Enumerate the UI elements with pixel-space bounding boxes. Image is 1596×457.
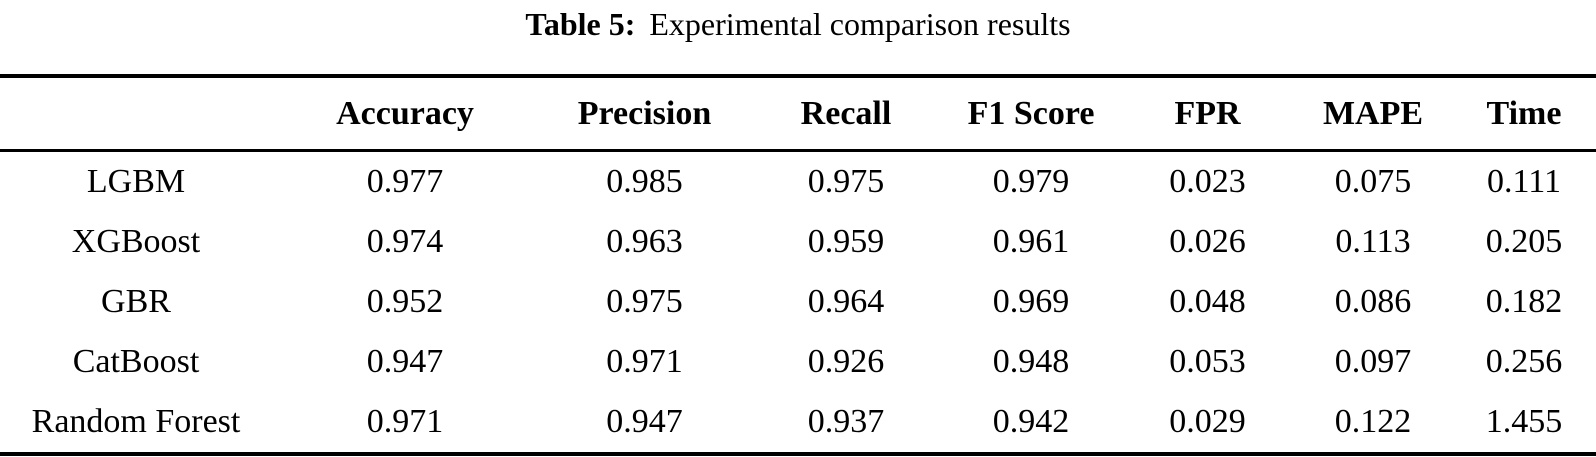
header-cell-recall: Recall: [751, 76, 941, 152]
header-row: Accuracy Precision Recall F1 Score FPR M…: [0, 76, 1596, 152]
value-cell: 0.113: [1335, 223, 1411, 260]
model-name-cell: XGBoost: [71, 223, 201, 260]
value-cell: 0.086: [1334, 283, 1412, 320]
table-row: LGBM 0.977 0.985 0.975 0.979 0.023 0.075…: [0, 151, 1596, 213]
value-cell: 0.205: [1485, 223, 1563, 260]
value-cell: 0.053: [1169, 343, 1246, 380]
table-caption: Table 5: Experimental comparison results: [0, 0, 1596, 74]
value-cell: 0.974: [366, 223, 444, 260]
value-cell: 0.961: [992, 223, 1070, 260]
table-row: GBR 0.952 0.975 0.964 0.969 0.048 0.086 …: [0, 272, 1596, 332]
model-name-cell: CatBoost: [72, 343, 200, 380]
value-cell: 0.029: [1169, 403, 1246, 440]
value-cell: 0.971: [366, 403, 444, 440]
value-cell: 0.075: [1334, 163, 1412, 200]
header-cell-time: Time: [1452, 76, 1596, 152]
header-cell-accuracy: Accuracy: [272, 76, 538, 152]
value-cell: 0.026: [1169, 223, 1246, 260]
value-cell: 0.971: [606, 343, 683, 380]
results-table: Accuracy Precision Recall F1 Score FPR M…: [0, 74, 1596, 456]
value-cell: 0.959: [807, 223, 885, 260]
value-cell: 0.977: [366, 163, 444, 200]
header-cell-f1-score: F1 Score: [941, 76, 1121, 152]
value-cell: 0.048: [1169, 283, 1246, 320]
value-cell: 0.023: [1169, 163, 1246, 200]
value-cell: 0.975: [807, 163, 885, 200]
value-cell: 0.969: [992, 283, 1070, 320]
header-cell-precision: Precision: [538, 76, 751, 152]
model-name-cell: GBR: [101, 283, 171, 320]
value-cell: 0.111: [1487, 163, 1561, 200]
value-cell: 0.952: [366, 283, 444, 320]
value-cell: 0.942: [992, 403, 1070, 440]
value-cell: 0.937: [807, 403, 885, 440]
value-cell: 0.947: [606, 403, 683, 440]
value-cell: 0.963: [606, 223, 683, 260]
model-name-cell: Random Forest: [31, 403, 241, 440]
value-cell: 0.122: [1334, 403, 1412, 440]
model-name-cell: LGBM: [86, 163, 186, 200]
value-cell: 1.455: [1485, 403, 1563, 440]
value-cell: 0.926: [807, 343, 885, 380]
value-cell: 0.979: [992, 163, 1070, 200]
header-cell-fpr: FPR: [1121, 76, 1294, 152]
header-cell-mape: MAPE: [1294, 76, 1452, 152]
table-row: CatBoost 0.947 0.971 0.926 0.948 0.053 0…: [0, 332, 1596, 392]
value-cell: 0.947: [366, 343, 444, 380]
table-caption-label: Table 5:: [525, 6, 636, 42]
header-cell-model-blank: [0, 76, 272, 152]
value-cell: 0.948: [992, 343, 1070, 380]
table-row: XGBoost 0.974 0.963 0.959 0.961 0.026 0.…: [0, 212, 1596, 272]
value-cell: 0.975: [606, 283, 683, 320]
value-cell: 0.964: [807, 283, 885, 320]
table-caption-text: Experimental comparison results: [649, 6, 1071, 42]
value-cell: 0.256: [1485, 343, 1563, 380]
value-cell: 0.985: [606, 163, 683, 200]
value-cell: 0.182: [1485, 283, 1563, 320]
value-cell: 0.097: [1334, 343, 1412, 380]
table-row: Random Forest 0.971 0.947 0.937 0.942 0.…: [0, 392, 1596, 454]
